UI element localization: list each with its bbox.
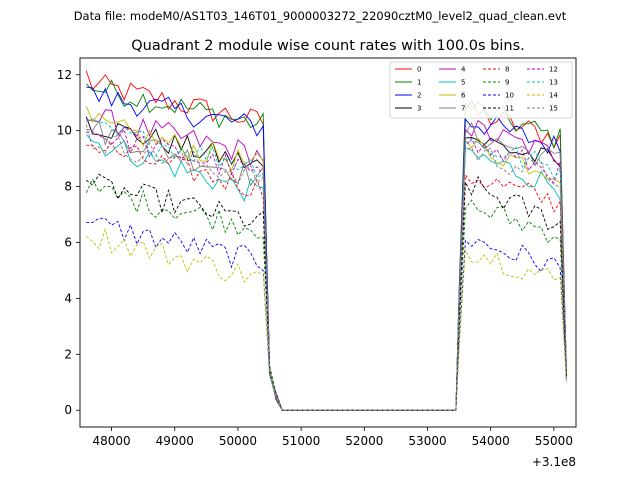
- x-tick-label: 54000: [472, 434, 510, 448]
- file-caption: Data file: modeM0/AS1T03_146T01_90000032…: [74, 9, 567, 23]
- x-tick-label: 51000: [282, 434, 320, 448]
- series-line-5: [85, 134, 567, 411]
- x-tick-label: 49000: [156, 434, 194, 448]
- x-tick-label: 50000: [219, 434, 257, 448]
- legend-label: 10: [505, 92, 514, 100]
- series-line-12: [86, 128, 567, 411]
- legend-label: 12: [549, 66, 558, 74]
- series-line-3: [85, 116, 567, 411]
- legend-label: 14: [549, 92, 558, 100]
- legend-label: 6: [461, 92, 466, 100]
- legend-label: 4: [461, 66, 466, 74]
- y-tick-label: 8: [64, 180, 72, 194]
- series-line-8: [86, 142, 567, 411]
- series-line-1: [85, 79, 567, 411]
- legend-label: 11: [505, 105, 514, 113]
- series-line-9: [85, 178, 567, 411]
- y-tick-label: 4: [64, 291, 72, 305]
- series-line-14: [86, 227, 567, 411]
- legend-label: 9: [505, 79, 509, 87]
- legend-label: 15: [549, 105, 558, 113]
- series-line-13: [86, 118, 567, 411]
- x-tick-label: 48000: [92, 434, 130, 448]
- legend-label: 1: [417, 79, 421, 87]
- x-tick-label: 53000: [408, 434, 446, 448]
- legend-box: [389, 61, 573, 119]
- x-axis: 48000 49000 50000 51000 52000 53000 54000 55000: [92, 427, 573, 448]
- series-line-10: [86, 217, 567, 411]
- legend-label: 0: [417, 66, 421, 74]
- legend-label: 13: [549, 79, 558, 87]
- series-line-11: [86, 173, 567, 411]
- series-line-4: [86, 109, 567, 411]
- series-line-15: [85, 124, 567, 411]
- series-line-0: [85, 70, 567, 411]
- series-line-2: [86, 86, 567, 411]
- legend-label: 2: [417, 92, 421, 100]
- legend-label: 8: [505, 66, 509, 74]
- series-layer: [85, 70, 567, 411]
- legend-label: 7: [461, 105, 465, 113]
- y-tick-label: 12: [57, 68, 72, 82]
- x-tick-label: 52000: [345, 434, 383, 448]
- y-tick-label: 2: [64, 347, 72, 361]
- chart-title: Quadrant 2 module wise count rates with …: [131, 38, 525, 54]
- legend-label: 3: [417, 105, 421, 113]
- y-tick-label: 10: [57, 124, 72, 138]
- x-tick-label: 55000: [535, 434, 573, 448]
- series-line-7: [86, 119, 567, 411]
- legend-label: 5: [461, 79, 465, 87]
- y-tick-label: 6: [64, 236, 72, 250]
- y-axis: 0 2 4 6 8 10 12: [57, 68, 80, 417]
- x-offset-label: +3.1e8: [532, 455, 576, 469]
- y-tick-label: 0: [64, 403, 72, 417]
